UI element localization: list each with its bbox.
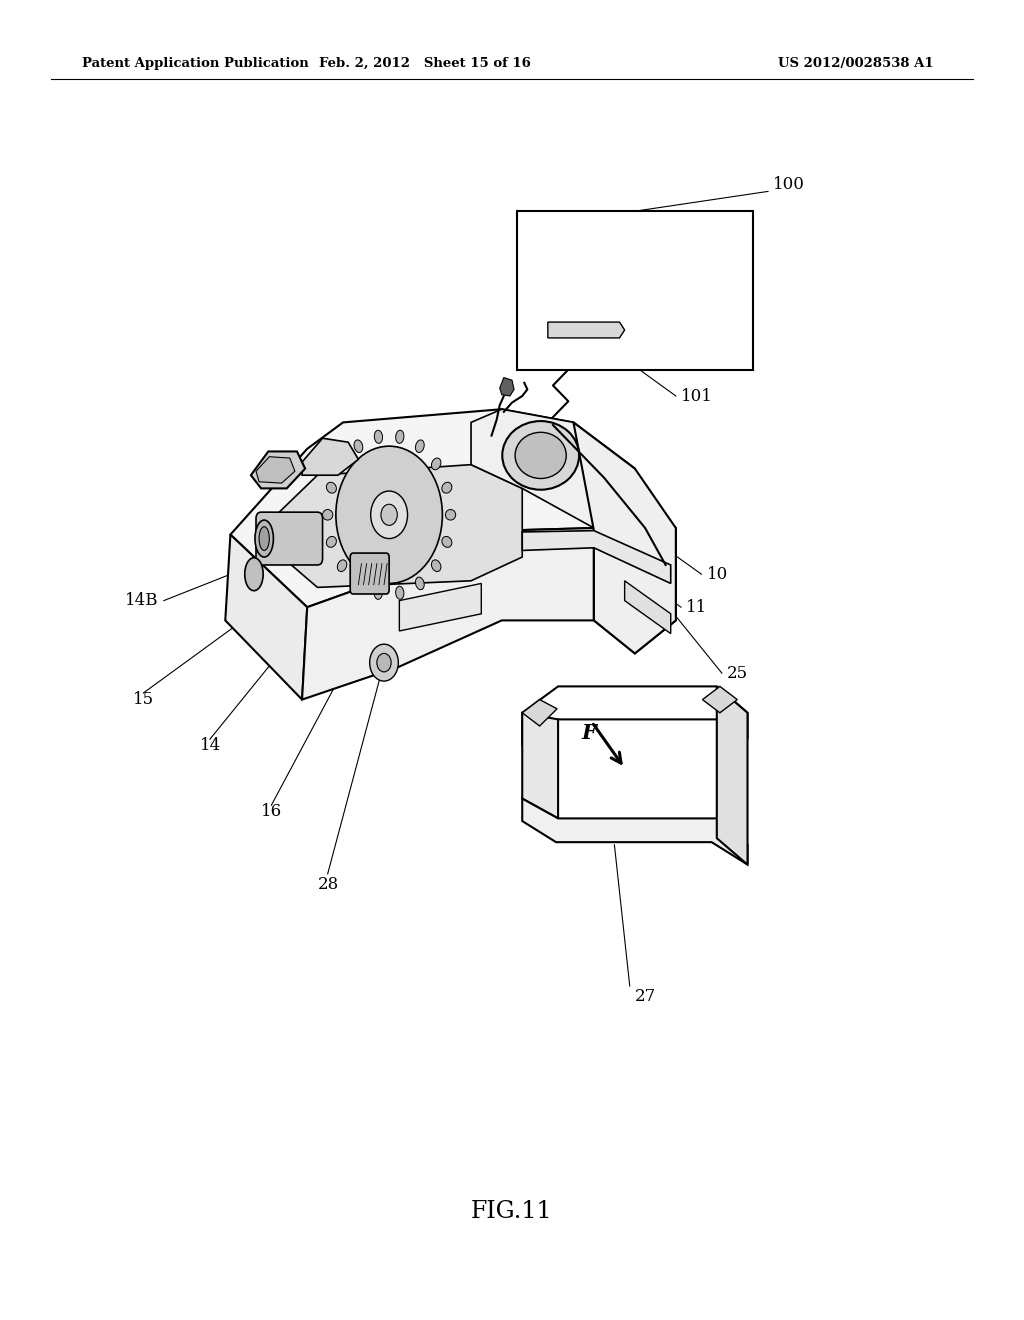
Ellipse shape (337, 560, 347, 572)
Ellipse shape (431, 560, 441, 572)
Ellipse shape (354, 440, 362, 453)
Polygon shape (625, 581, 671, 634)
Text: 14: 14 (200, 738, 221, 754)
Ellipse shape (431, 458, 441, 470)
Polygon shape (702, 686, 737, 713)
Text: 15: 15 (133, 692, 155, 708)
Ellipse shape (259, 527, 269, 550)
Polygon shape (500, 378, 514, 396)
Polygon shape (302, 438, 358, 475)
Text: F: F (582, 722, 596, 743)
Polygon shape (717, 686, 748, 865)
Text: 14A: 14A (315, 507, 348, 523)
FancyBboxPatch shape (256, 512, 323, 565)
Polygon shape (522, 799, 748, 865)
Polygon shape (302, 528, 594, 700)
Ellipse shape (255, 520, 273, 557)
Ellipse shape (395, 586, 403, 599)
Ellipse shape (416, 440, 424, 453)
Text: 14B: 14B (125, 593, 159, 609)
Ellipse shape (337, 458, 347, 470)
Polygon shape (522, 531, 671, 583)
Text: 17: 17 (604, 494, 626, 510)
FancyBboxPatch shape (350, 553, 389, 594)
Ellipse shape (375, 586, 383, 599)
Text: 10: 10 (707, 566, 728, 582)
Polygon shape (522, 700, 557, 726)
Circle shape (370, 644, 398, 681)
Text: Patent Application Publication: Patent Application Publication (82, 57, 308, 70)
Polygon shape (517, 211, 753, 370)
Ellipse shape (515, 433, 566, 479)
Circle shape (381, 504, 397, 525)
Ellipse shape (441, 536, 452, 548)
Ellipse shape (441, 482, 452, 494)
Ellipse shape (395, 430, 403, 444)
Ellipse shape (445, 510, 456, 520)
Ellipse shape (327, 536, 337, 548)
Circle shape (377, 653, 391, 672)
Polygon shape (573, 422, 676, 653)
Ellipse shape (503, 421, 580, 490)
Text: FIG.11: FIG.11 (471, 1200, 553, 1224)
Text: 101: 101 (681, 388, 713, 404)
Polygon shape (251, 451, 305, 488)
Text: 28: 28 (317, 876, 339, 892)
Ellipse shape (375, 430, 383, 444)
Text: 100: 100 (773, 177, 805, 193)
Polygon shape (230, 409, 635, 607)
Ellipse shape (327, 482, 337, 494)
Text: 16: 16 (261, 804, 283, 820)
Polygon shape (522, 686, 748, 746)
Polygon shape (256, 465, 522, 587)
Ellipse shape (354, 577, 362, 590)
Polygon shape (225, 535, 307, 700)
Ellipse shape (245, 557, 263, 591)
Ellipse shape (323, 510, 333, 520)
Polygon shape (522, 713, 558, 818)
Text: 25: 25 (727, 665, 749, 681)
Polygon shape (548, 322, 625, 338)
Polygon shape (399, 583, 481, 631)
Text: Feb. 2, 2012   Sheet 15 of 16: Feb. 2, 2012 Sheet 15 of 16 (319, 57, 530, 70)
Text: 11: 11 (686, 599, 708, 615)
Polygon shape (594, 495, 676, 653)
Ellipse shape (416, 577, 424, 590)
Circle shape (336, 446, 442, 583)
Text: 27: 27 (635, 989, 656, 1005)
Polygon shape (256, 457, 295, 483)
Circle shape (371, 491, 408, 539)
Polygon shape (471, 409, 635, 528)
Text: US 2012/0028538 A1: US 2012/0028538 A1 (778, 57, 934, 70)
